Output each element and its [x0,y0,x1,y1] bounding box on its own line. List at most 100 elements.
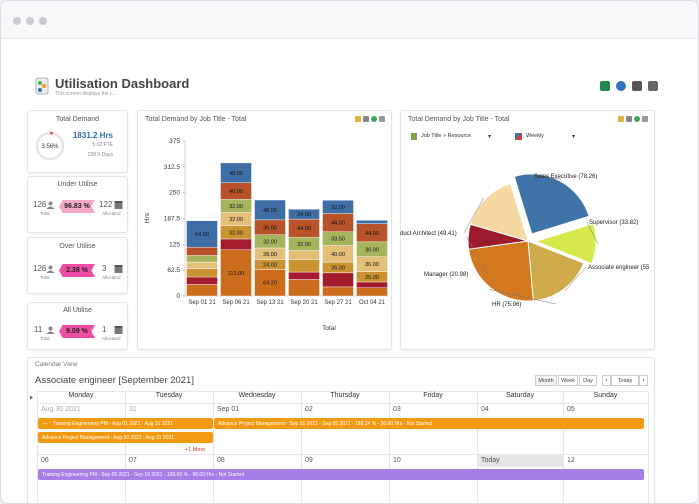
bar-segment [322,200,354,214]
under-utilise-card[interactable]: Under Utilise 126 Total 96.83 % 122 Allo… [27,176,128,233]
x-tick-label: Sep 20 21 [290,300,318,306]
x-axis-label: Total [322,325,336,332]
prev-icon[interactable]: ‹ [602,375,611,386]
all-utilise-allocated: 1 [102,325,107,334]
bar-data-label: 36.00 [365,262,379,268]
bar-segment [186,284,218,297]
bar-data-label: 32.00 [229,204,243,210]
bar-segment [254,199,286,221]
date-cell[interactable]: 02 [305,406,313,413]
event-label: Training Engineering PM - Sep 06 2021 - … [42,471,244,478]
date-cell[interactable]: 03 [393,406,401,413]
window-dot-2[interactable] [26,17,34,25]
date-cell[interactable]: 06 [41,457,49,464]
expand-icon[interactable] [648,81,658,91]
excel-icon[interactable] [600,81,610,91]
more-events-link[interactable]: +1 More [185,447,206,453]
bar-segment [288,250,320,260]
calendar-column-line [301,391,302,503]
event-advance-pm-aug[interactable]: Advance Project Management - Aug 30 2021… [38,432,213,443]
date-cell[interactable]: 12 [567,457,575,464]
funnel-icon[interactable] [363,116,369,122]
date-cell[interactable]: 31 [129,406,137,413]
over-utilise-card[interactable]: Over Utilise 126 Total 2.38 % 3 Allocate… [27,237,128,294]
filter-icon[interactable] [618,116,624,122]
window-titlebar [1,1,698,39]
bar-data-label: 32.00 [229,217,243,223]
date-cell[interactable]: 04 [481,406,489,413]
event-advance-pm-sep[interactable]: Advance Project Management - Sep 01 2021… [214,418,644,429]
pie-slice-label: HR (75.96) [492,302,521,308]
today-button[interactable]: Today [611,375,639,386]
bar-segment [220,238,252,250]
over-utilise-total-label: Total [40,275,50,280]
date-cell[interactable]: 07 [129,457,137,464]
bar-data-label: 28.00 [263,252,277,258]
date-cell[interactable]: 05 [567,406,575,413]
pie-chart-title: Total Demand by Job Title - Total [408,116,510,123]
calendar-column-line [213,391,214,503]
date-cell[interactable]: 10 [393,457,401,464]
pie-leader-line [489,289,557,305]
pie-slice [467,240,534,302]
pie-slice [527,240,585,302]
date-cell[interactable]: Aug 30 2021 [41,406,81,413]
calendar-column-line [563,391,564,503]
date-cell-today[interactable]: Today [481,457,500,464]
pie-slice-label: Associate engineer (55 [588,265,650,271]
month-view-button[interactable]: Month [535,375,557,386]
window-dot-3[interactable] [39,17,47,25]
day-header-monday: Monday [68,392,94,399]
window-dot-1[interactable] [13,17,21,25]
bar-segment [288,271,320,280]
bar-data-label: 40.00 [229,189,243,195]
bar-data-label: 24.00 [297,212,311,218]
pie-slice [513,173,590,235]
pie-chart: Sales Executive (78.26) Supervisor (33.82… [400,173,650,308]
y-tick-label: 62.5 [167,267,180,274]
y-axis-label: Hrs [144,212,151,223]
y-tick-label: 375 [169,138,180,145]
date-cell[interactable]: 08 [217,457,225,464]
maximize-icon[interactable] [642,116,648,122]
calendar-column-line [648,391,649,503]
calendar-column-line [477,391,478,503]
total-demand-card[interactable]: Total Demand 3.56% 1831.2 Hrs 5.32 FTE 2… [27,110,128,173]
total-demand-fte: 5.32 FTE [92,142,113,148]
funnel-icon[interactable] [626,116,632,122]
print-icon[interactable] [632,81,642,91]
event-training-pm-aug[interactable]: ← Training Engineering PM - Aug 01 2021 … [38,418,213,429]
day-view-button[interactable]: Day [579,375,597,386]
pie-chart-tools [618,116,648,122]
period-select[interactable]: Weekly ▾ [513,130,577,142]
group-by-select[interactable]: Job Title » Resource ▾ [409,130,493,142]
all-utilise-allocated-label: Allocated [102,336,121,341]
bar-data-label: 48.00 [229,171,243,177]
next-icon[interactable]: › [639,375,648,386]
bar-data-label: 32.00 [263,239,277,245]
refresh-icon[interactable] [371,116,377,122]
y-tick-label: 250 [169,190,180,197]
filter-icon[interactable] [355,116,361,122]
pie-slice-label: Sales Executive (78.26) [534,174,597,180]
date-cell[interactable]: Sep 01 [217,406,240,413]
date-cell[interactable]: 09 [305,457,313,464]
all-utilise-card[interactable]: All Utilise 11 Total 9.09 % 1 Allocated [27,302,128,350]
bar-data-label: 36.00 [365,247,379,253]
refresh-icon[interactable] [616,81,626,91]
bar-data-label: 44.00 [365,231,379,237]
refresh-icon[interactable] [634,116,640,122]
event-label: Advance Project Management - Sep 01 2021… [218,420,433,427]
bar-segment [186,220,218,248]
bar-chart-title: Total Demand by Job Title - Total [145,116,247,123]
week-view-button[interactable]: Week [558,375,578,386]
bar-data-label: 64.00 [195,232,209,238]
bar-data-label: 32.00 [331,205,345,211]
expand-arrow-icon[interactable]: ▸ [30,395,34,401]
y-tick-label: 0 [176,293,180,300]
event-training-pm-sep[interactable]: Training Engineering PM - Sep 06 2021 - … [38,469,644,480]
bar-segment [356,287,388,297]
pie-leader-line [586,221,599,244]
bar-segment [220,162,252,183]
maximize-icon[interactable] [379,116,385,122]
